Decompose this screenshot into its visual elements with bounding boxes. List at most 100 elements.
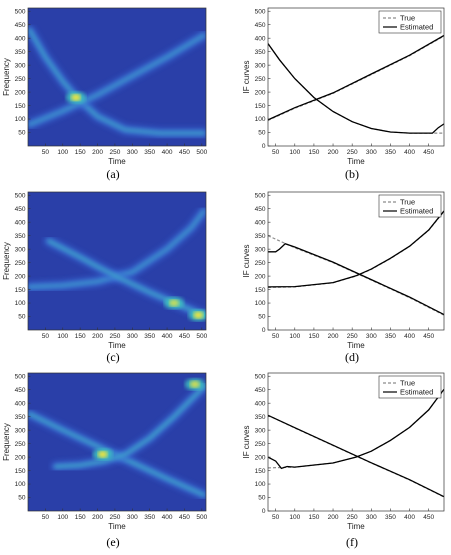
y-tick-label: 500 — [15, 373, 26, 380]
y-tick-label: 350 — [255, 233, 266, 240]
y-tick-label: 250 — [255, 260, 266, 267]
x-tick-label: 450 — [423, 149, 434, 156]
x-tick-label: 50 — [272, 149, 280, 156]
hotspot-1-core — [169, 299, 180, 307]
y-tick-label: 300 — [15, 246, 26, 253]
ridge-1-core — [28, 33, 206, 127]
panel-e: 50 100 150 200 250 300 350 400 450 500 50 100 150 200… — [2, 372, 208, 531]
y-tick-label: 100 — [255, 116, 266, 123]
axes-frame — [267, 372, 445, 512]
x-tick-label: 300 — [366, 149, 377, 156]
y-tick-label: 450 — [255, 206, 266, 213]
axes-frame — [27, 372, 207, 512]
axes-frame — [267, 7, 445, 147]
y-tick-label: 50 — [18, 314, 26, 321]
y-tick-label: 50 — [258, 314, 266, 321]
x-tick-label: 450 — [423, 333, 434, 340]
axes-frame — [27, 191, 207, 331]
y-tick-label: 250 — [255, 441, 266, 448]
x-tick-label: 500 — [196, 149, 207, 156]
legend-label-estimated: Estimated — [400, 23, 433, 32]
y-tick-label: 450 — [255, 22, 266, 29]
x-tick-label: 200 — [328, 333, 339, 340]
y-tick-label: 500 — [15, 8, 26, 15]
y-tick-label: 200 — [15, 454, 26, 461]
y-tick-label: 500 — [255, 8, 266, 15]
plot-lines — [268, 34, 444, 134]
y-tick-label: 100 — [255, 300, 266, 307]
ridge-1-core — [54, 385, 206, 469]
legend-label-true: True — [400, 14, 415, 23]
x-tick-label: 250 — [109, 514, 120, 521]
x-tick-label: 350 — [385, 514, 396, 521]
ridge-0-core — [28, 28, 206, 135]
x-tick-label: 50 — [272, 514, 280, 521]
y-tick-label: 300 — [15, 62, 26, 69]
y-tick-label: 250 — [15, 441, 26, 448]
y-tick-label: 200 — [255, 454, 266, 461]
y-axis-label: Frequency — [2, 242, 11, 280]
y-tick-label: 400 — [15, 219, 26, 226]
plot-lines — [268, 388, 444, 498]
y-axis-label: IF curves — [242, 426, 251, 459]
x-tick-label: 350 — [144, 333, 155, 340]
y-tick-label: 50 — [258, 495, 266, 502]
hotspot-0-core — [70, 93, 81, 101]
x-tick-label: 100 — [57, 149, 68, 156]
x-tick-label: 200 — [328, 149, 339, 156]
hotspot-0-core — [97, 450, 108, 458]
y-tick-label: 0 — [262, 327, 266, 334]
x-tick-label: 100 — [289, 333, 300, 340]
x-tick-label: 250 — [347, 333, 358, 340]
y-tick-label: 300 — [15, 427, 26, 434]
y-tick-label: 300 — [255, 246, 266, 253]
x-tick-label: 200 — [328, 514, 339, 521]
hotspot-0-core — [193, 311, 204, 319]
y-axis-label: Frequency — [2, 58, 11, 96]
y-tick-label: 200 — [15, 89, 26, 96]
y-tick-label: 0 — [262, 143, 266, 150]
series-estimated-curve-0 — [268, 243, 444, 316]
x-tick-label: 450 — [179, 149, 190, 156]
y-axis-label: Frequency — [2, 423, 11, 461]
x-tick-label: 50 — [42, 333, 50, 340]
x-tick-label: 150 — [308, 514, 319, 521]
y-tick-label: 450 — [15, 22, 26, 29]
x-tick-label: 400 — [404, 514, 415, 521]
y-tick-label: 100 — [15, 481, 26, 488]
y-tick-label: 400 — [255, 35, 266, 42]
heatmap-content — [28, 206, 206, 322]
x-axis-label: Time — [108, 522, 126, 531]
y-tick-label: 0 — [262, 508, 266, 515]
x-axis-label: Time — [347, 522, 365, 531]
y-tick-label: 250 — [255, 76, 266, 83]
plot-lines — [268, 210, 444, 316]
x-tick-label: 250 — [109, 333, 120, 340]
y-axis-label: IF curves — [242, 61, 251, 94]
x-tick-label: 300 — [366, 514, 377, 521]
x-tick-label: 400 — [162, 333, 173, 340]
y-tick-label: 400 — [15, 35, 26, 42]
x-tick-label: 400 — [404, 149, 415, 156]
x-tick-label: 150 — [308, 333, 319, 340]
y-tick-label: 400 — [255, 400, 266, 407]
y-tick-label: 300 — [255, 62, 266, 69]
x-tick-label: 500 — [196, 514, 207, 521]
caption-f: (f) — [346, 535, 358, 549]
y-tick-label: 250 — [15, 260, 26, 267]
y-tick-label: 50 — [18, 495, 26, 502]
x-tick-label: 350 — [385, 149, 396, 156]
x-tick-label: 350 — [385, 333, 396, 340]
y-tick-label: 200 — [255, 89, 266, 96]
caption-c: (c) — [106, 350, 119, 364]
y-axis-label: IF curves — [242, 245, 251, 278]
y-tick-label: 350 — [15, 414, 26, 421]
caption-e: (e) — [106, 535, 119, 549]
x-tick-label: 100 — [57, 514, 68, 521]
y-tick-label: 150 — [15, 287, 26, 294]
x-axis-label: Time — [108, 157, 126, 166]
x-tick-label: 450 — [179, 514, 190, 521]
caption-d: (d) — [345, 350, 359, 364]
